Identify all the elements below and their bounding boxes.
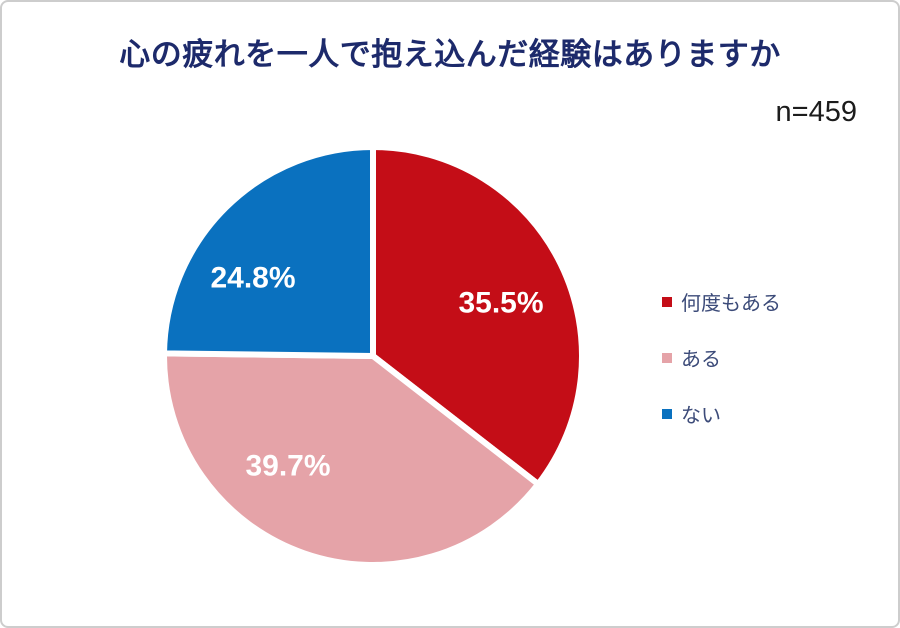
pie-value-label-never: 24.8%	[210, 262, 295, 295]
legend-label-sometimes: ある	[681, 349, 721, 371]
pie-value-label-many-times: 35.5%	[458, 287, 543, 320]
sample-size-label: n=459	[775, 96, 857, 128]
legend: 何度もある ある ない	[662, 290, 781, 427]
chart-title: 心の疲れを一人で抱え込んだ経験はありますか	[119, 37, 781, 72]
pie-slice-many-times	[370, 144, 585, 488]
pie-slice-never	[161, 144, 376, 359]
legend-label-never: ない	[681, 405, 721, 427]
legend-swatch-pink	[662, 352, 672, 363]
legend-item-never: ない	[662, 402, 781, 427]
legend-item-many-times: 何度もある	[662, 290, 781, 315]
pie-value-label-sometimes: 39.7%	[245, 450, 330, 483]
legend-swatch-red	[662, 296, 672, 307]
legend-swatch-blue	[662, 408, 672, 419]
legend-item-sometimes: ある	[662, 346, 781, 371]
legend-label-many-times: 何度もある	[681, 293, 781, 315]
pie-slice-sometimes	[161, 350, 542, 568]
